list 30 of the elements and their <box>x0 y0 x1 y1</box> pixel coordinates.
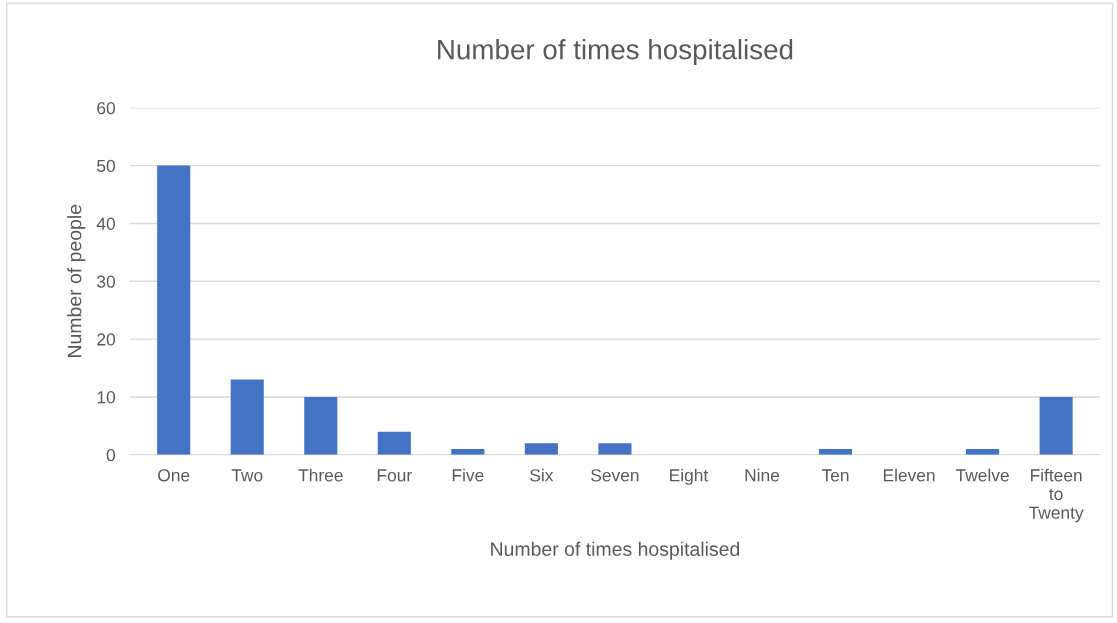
y-tick-label: 10 <box>97 391 116 404</box>
bar <box>1039 396 1073 455</box>
x-tick-label: Twelve <box>955 468 1009 482</box>
x-tick-label: Nine <box>745 468 780 482</box>
x-tick-label: Five <box>452 468 484 482</box>
y-tick-label: 40 <box>96 217 116 230</box>
bar <box>157 165 191 455</box>
bar <box>230 379 264 455</box>
x-tick-label: One <box>158 469 190 482</box>
x-tick-label: Six <box>530 468 554 482</box>
x-tick-label: Three <box>298 468 343 482</box>
x-tick-label: Eight <box>670 468 709 485</box>
y-tick-label: 0 <box>106 448 115 462</box>
y-tick-label: 60 <box>97 101 116 115</box>
x-tick-label: Seven <box>591 469 639 482</box>
bar <box>304 396 338 455</box>
x-axis-title: Number of times hospitalised <box>491 541 740 560</box>
y-axis-title: Number of people <box>67 204 86 357</box>
y-tick-label: 20 <box>97 333 116 346</box>
x-tick-label: Eleven <box>883 468 935 482</box>
chart-title: Number of times hospitalised <box>438 39 793 65</box>
x-tick-label: Two <box>231 469 263 482</box>
bar <box>524 443 558 455</box>
bar <box>598 443 632 455</box>
x-tick-label: Ten <box>821 469 849 482</box>
y-tick-label: 30 <box>97 275 116 288</box>
x-tick-label: Four <box>377 469 412 482</box>
x-tick-label: Fifteen to Twenty <box>1029 468 1084 523</box>
y-tick-label: 50 <box>97 159 116 173</box>
bar <box>377 431 411 455</box>
